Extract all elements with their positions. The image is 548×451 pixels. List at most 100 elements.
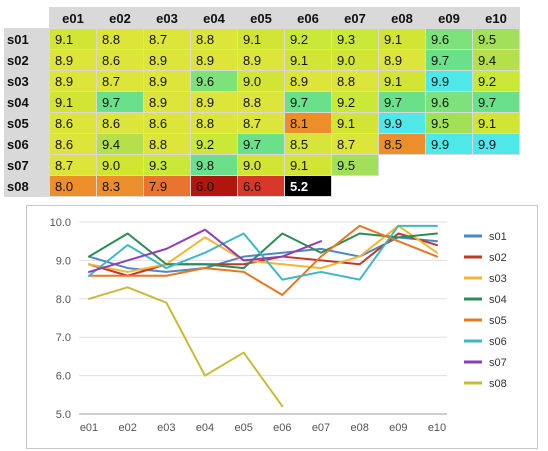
table-cell: 9.9 bbox=[425, 70, 473, 92]
column-header: e07 bbox=[331, 7, 379, 29]
table-cell: 8.8 bbox=[190, 28, 238, 50]
table-cell: 9.1 bbox=[378, 70, 426, 92]
table-cell: 9.1 bbox=[378, 28, 426, 50]
series-line-s02 bbox=[88, 232, 438, 277]
table-cell: 9.1 bbox=[472, 112, 520, 134]
table-cell: 7.9 bbox=[143, 175, 191, 197]
table-cell: 8.7 bbox=[331, 133, 379, 155]
table-cell: 8.9 bbox=[49, 49, 97, 71]
table-cell: 8.9 bbox=[284, 70, 332, 92]
line-chart-svg: 5.0 6.0 7.0 8.0 9.0 10.0 e01 e02 e03 e04 e05 e06 e07… bbox=[50, 217, 507, 434]
table-cell: 8.1 bbox=[284, 112, 332, 134]
table-row: s07 8.7 9.0 9.3 9.8 9.0 9.1 9.5 bbox=[4, 154, 520, 176]
table-row: s03 8.9 8.7 8.9 9.6 9.0 8.9 8.8 9.1 9.9 9.2 bbox=[4, 70, 520, 92]
table-cell: 8.6 bbox=[143, 112, 191, 134]
table-cell: 9.7 bbox=[284, 91, 332, 113]
table-cell: 5.2 bbox=[284, 175, 332, 197]
x-tick-label: e03 bbox=[157, 422, 175, 434]
table-row: s06 8.6 9.4 8.8 9.2 9.7 8.5 8.7 8.5 9.9 9.9 bbox=[4, 133, 520, 155]
table-cell: 9.7 bbox=[96, 91, 144, 113]
table-cell: 8.6 bbox=[49, 133, 97, 155]
table-cell: 8.9 bbox=[237, 49, 285, 71]
table-cell: 8.9 bbox=[143, 91, 191, 113]
table-cell: 8.8 bbox=[331, 70, 379, 92]
row-header: s02 bbox=[4, 49, 50, 71]
empty-cell bbox=[425, 175, 473, 197]
column-header: e10 bbox=[472, 7, 520, 29]
table-row: s05 8.6 8.6 8.6 8.8 8.7 8.1 9.1 9.9 9.5 9.1 bbox=[4, 112, 520, 134]
y-tick-label: 10.0 bbox=[50, 217, 71, 229]
row-header: s06 bbox=[4, 133, 50, 155]
table-cell: 8.6 bbox=[49, 112, 97, 134]
empty-cell bbox=[331, 175, 379, 197]
table-cell: 9.5 bbox=[331, 154, 379, 176]
x-tick-label: e02 bbox=[118, 422, 136, 434]
table-cell: 9.9 bbox=[425, 133, 473, 155]
table-cell: 9.2 bbox=[472, 70, 520, 92]
table-cell: 9.0 bbox=[237, 70, 285, 92]
series-line-s08 bbox=[88, 286, 284, 408]
table-cell: 9.3 bbox=[143, 154, 191, 176]
legend-label: s05 bbox=[489, 315, 507, 327]
table-cell: 9.7 bbox=[237, 133, 285, 155]
row-header: s05 bbox=[4, 112, 50, 134]
x-tick-label: e05 bbox=[234, 422, 252, 434]
empty-cell bbox=[425, 154, 473, 176]
y-tick-label: 5.0 bbox=[56, 409, 71, 421]
table-cell: 8.9 bbox=[378, 49, 426, 71]
table-cell: 9.2 bbox=[331, 91, 379, 113]
x-tick-label: e07 bbox=[312, 422, 330, 434]
table-cell: 9.1 bbox=[49, 91, 97, 113]
table-cell: 8.7 bbox=[237, 112, 285, 134]
row-header: s07 bbox=[4, 154, 50, 176]
table-cell: 9.6 bbox=[190, 70, 238, 92]
row-header: s04 bbox=[4, 91, 50, 113]
table-cell: 8.5 bbox=[378, 133, 426, 155]
table-cell: 6.6 bbox=[237, 175, 285, 197]
legend-label: s01 bbox=[489, 231, 507, 243]
legend-label: s03 bbox=[489, 273, 507, 285]
table-header-row: e01 e02 e03 e04 e05 e06 e07 e08 e09 e10 bbox=[4, 7, 520, 29]
table-corner bbox=[4, 7, 50, 29]
table-row: s04 9.1 9.7 8.9 8.9 8.8 9.7 9.2 9.7 9.6 9.7 bbox=[4, 91, 520, 113]
y-tick-label: 9.0 bbox=[56, 255, 71, 267]
table-cell: 9.4 bbox=[96, 133, 144, 155]
table-cell: 8.7 bbox=[49, 154, 97, 176]
table-cell: 8.7 bbox=[143, 28, 191, 50]
table-cell: 8.9 bbox=[190, 91, 238, 113]
table-cell: 8.7 bbox=[96, 70, 144, 92]
table-row: s01 9.1 8.8 8.7 8.8 9.1 9.2 9.3 9.1 9.6 9.5 bbox=[4, 28, 520, 50]
table-row: s02 8.9 8.6 8.9 8.9 8.9 9.1 9.0 8.9 9.7 9.4 bbox=[4, 49, 520, 71]
row-header: s03 bbox=[4, 70, 50, 92]
table-cell: 8.9 bbox=[143, 70, 191, 92]
table-cell: 9.2 bbox=[190, 133, 238, 155]
column-header: e08 bbox=[378, 7, 426, 29]
series-line-s04 bbox=[88, 232, 438, 270]
empty-cell bbox=[378, 175, 426, 197]
column-header: e01 bbox=[49, 7, 97, 29]
x-tick-label: e01 bbox=[80, 422, 98, 434]
y-tick-label: 8.0 bbox=[56, 294, 71, 306]
x-tick-label: e06 bbox=[273, 422, 291, 434]
line-chart: 5.0 6.0 7.0 8.0 9.0 10.0 e01 e02 e03 e04 e05 e06 e07… bbox=[26, 205, 538, 449]
table-cell: 6.0 bbox=[190, 175, 238, 197]
table-cell: 9.7 bbox=[378, 91, 426, 113]
table-cell: 9.1 bbox=[331, 112, 379, 134]
column-header: e03 bbox=[143, 7, 191, 29]
table-cell: 8.8 bbox=[143, 133, 191, 155]
legend-label: s02 bbox=[489, 252, 507, 264]
table-cell: 9.8 bbox=[190, 154, 238, 176]
x-tick-label: e04 bbox=[196, 422, 214, 434]
series-line-s03 bbox=[88, 224, 438, 273]
table-cell: 9.9 bbox=[472, 133, 520, 155]
legend-label: s04 bbox=[489, 294, 507, 306]
table-cell: 8.8 bbox=[190, 112, 238, 134]
legend-label: s06 bbox=[489, 336, 507, 348]
empty-cell bbox=[472, 175, 520, 197]
table-cell: 9.7 bbox=[472, 91, 520, 113]
column-header: e02 bbox=[96, 7, 144, 29]
table-cell: 9.1 bbox=[49, 28, 97, 50]
table-cell: 8.6 bbox=[96, 49, 144, 71]
table-cell: 8.8 bbox=[96, 28, 144, 50]
series-line-s01 bbox=[88, 236, 438, 273]
